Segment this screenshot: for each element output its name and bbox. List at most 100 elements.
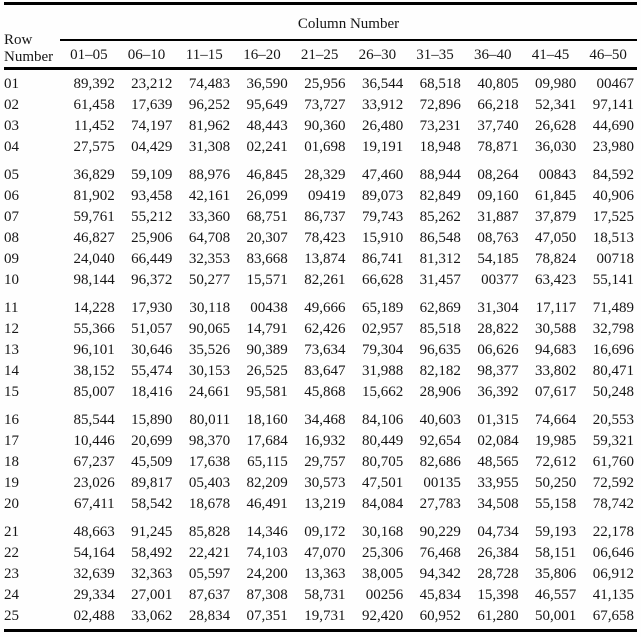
cell: 86,741 — [361, 251, 404, 267]
cell: 14,228 — [73, 300, 115, 316]
cell: 74,197 — [131, 118, 173, 134]
row-number: 02 — [4, 97, 19, 113]
row-number: 06 — [4, 188, 19, 204]
cell: 06,646 — [592, 545, 634, 561]
cell: 36,544 — [361, 76, 404, 92]
cell: 17,525 — [592, 209, 634, 225]
cell: 33,062 — [131, 608, 173, 624]
cell: 26,099 — [246, 188, 288, 204]
cell: 07,617 — [535, 384, 577, 400]
cell: 36,030 — [535, 139, 577, 155]
cell: 62,869 — [419, 300, 461, 316]
cell: 02,957 — [361, 321, 404, 337]
cell: 38,005 — [361, 566, 404, 582]
cell: 36,590 — [246, 76, 288, 92]
row-number: 25 — [4, 608, 19, 624]
cell: 09419 — [308, 188, 346, 204]
cell: 33,955 — [477, 475, 519, 491]
column-header: 41–45 — [531, 47, 570, 63]
cell: 59,109 — [131, 167, 173, 183]
cell: 33,360 — [188, 209, 231, 225]
cell: 58,151 — [535, 545, 577, 561]
cell: 05,597 — [188, 566, 231, 582]
cell: 18,513 — [592, 230, 634, 246]
cell: 02,084 — [477, 433, 519, 449]
cell: 85,828 — [188, 524, 231, 540]
cell: 90,229 — [419, 524, 461, 540]
table-row: 11 14,228 17,930 30,118 00438 49,666 65,189 62,… — [4, 298, 637, 319]
row-number: 03 — [4, 118, 19, 134]
column-header-area: Column Number 01–05 06–10 11–15 16–20 21… — [60, 5, 637, 67]
cell: 28,834 — [188, 608, 231, 624]
cell: 81,962 — [188, 118, 231, 134]
cell: 76,468 — [419, 545, 461, 561]
cell: 92,420 — [361, 608, 404, 624]
top-rule — [4, 2, 637, 5]
cell: 81,312 — [419, 251, 461, 267]
cell: 29,334 — [73, 587, 115, 603]
row-header-line1: Row — [4, 32, 33, 48]
cell: 31,308 — [188, 139, 231, 155]
cell: 09,160 — [477, 188, 519, 204]
row-number: 09 — [4, 251, 19, 267]
row-header-line2: Number — [4, 49, 54, 65]
table-body: 01 89,392 23,212 74,483 36,590 25,956 36,544 68… — [4, 70, 637, 627]
cell: 84,592 — [592, 167, 634, 183]
cell: 17,639 — [131, 97, 173, 113]
cell: 55,474 — [131, 363, 173, 379]
cell: 58,492 — [131, 545, 173, 561]
bottom-rule — [4, 629, 637, 632]
cell: 82,686 — [419, 454, 461, 470]
row-number: 19 — [4, 475, 19, 491]
cell: 83,647 — [304, 363, 346, 379]
cell: 31,304 — [477, 300, 519, 316]
cell: 61,280 — [477, 608, 519, 624]
table-row: 10 98,144 96,372 50,277 15,571 82,261 66,628 31… — [4, 270, 637, 291]
cell: 32,798 — [592, 321, 634, 337]
cell: 82,182 — [419, 363, 461, 379]
cell: 60,952 — [419, 608, 461, 624]
cell: 90,360 — [304, 118, 346, 134]
cell: 82,209 — [246, 475, 288, 491]
cell: 54,164 — [73, 545, 115, 561]
table-row: 14 38,152 55,474 30,153 26,525 83,647 31,988 82… — [4, 361, 637, 382]
cell: 27,001 — [131, 587, 173, 603]
cell: 95,581 — [246, 384, 288, 400]
table-row: 18 67,237 45,509 17,638 65,115 29,757 80,705 82… — [4, 452, 637, 473]
cell: 83,668 — [246, 251, 288, 267]
cell: 22,421 — [188, 545, 231, 561]
cell: 50,250 — [535, 475, 577, 491]
row-group: 11 14,228 17,930 30,118 00438 49,666 65,189 62,… — [4, 298, 637, 403]
row-number: 10 — [4, 272, 19, 288]
cell: 26,384 — [477, 545, 519, 561]
cell: 92,654 — [419, 433, 461, 449]
cell: 31,988 — [361, 363, 404, 379]
row-number: 23 — [4, 566, 19, 582]
cell: 27,575 — [73, 139, 115, 155]
cell: 36,392 — [477, 384, 519, 400]
cell: 87,637 — [188, 587, 231, 603]
cell: 72,896 — [419, 97, 461, 113]
cell: 33,802 — [535, 363, 577, 379]
cell: 00377 — [481, 272, 519, 288]
cell: 90,065 — [188, 321, 231, 337]
table-title: Column Number — [60, 5, 637, 41]
cell: 78,871 — [477, 139, 519, 155]
table-row: 21 48,663 91,245 85,828 14,346 09,172 30,168 90… — [4, 522, 637, 543]
cell: 15,910 — [361, 230, 404, 246]
cell: 74,103 — [246, 545, 288, 561]
cell: 78,423 — [304, 230, 346, 246]
column-header: 11–15 — [185, 47, 223, 63]
row-number: 05 — [4, 167, 19, 183]
row-number: 22 — [4, 545, 19, 561]
cell: 01,698 — [304, 139, 346, 155]
cell: 61,760 — [592, 454, 634, 470]
cell: 25,906 — [131, 230, 173, 246]
cell: 63,423 — [535, 272, 577, 288]
cell: 08,763 — [477, 230, 519, 246]
cell: 66,449 — [131, 251, 173, 267]
table-row: 04 27,575 04,429 31,308 02,241 01,698 19,191 18… — [4, 137, 637, 158]
column-header: 01–05 — [70, 47, 108, 63]
cell: 96,101 — [73, 342, 115, 358]
cell: 24,200 — [246, 566, 288, 582]
